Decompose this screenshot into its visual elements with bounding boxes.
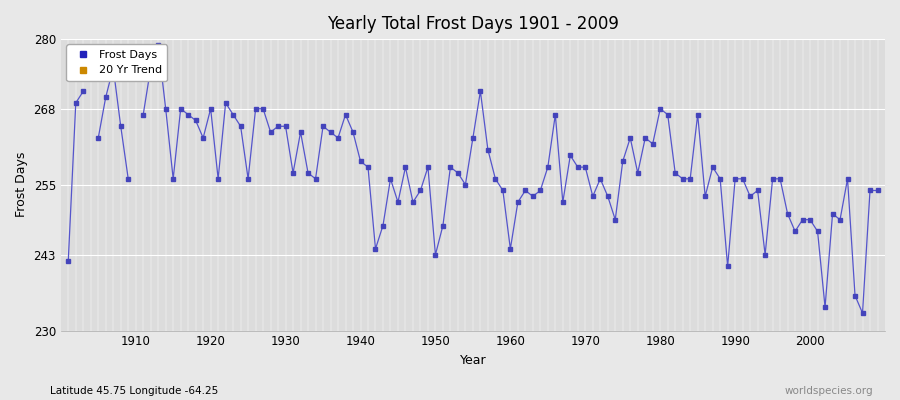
X-axis label: Year: Year (460, 354, 486, 367)
Title: Yearly Total Frost Days 1901 - 2009: Yearly Total Frost Days 1901 - 2009 (327, 15, 619, 33)
Y-axis label: Frost Days: Frost Days (15, 152, 28, 217)
Legend: Frost Days, 20 Yr Trend: Frost Days, 20 Yr Trend (67, 44, 167, 81)
Text: worldspecies.org: worldspecies.org (785, 386, 873, 396)
Text: Latitude 45.75 Longitude -64.25: Latitude 45.75 Longitude -64.25 (50, 386, 218, 396)
